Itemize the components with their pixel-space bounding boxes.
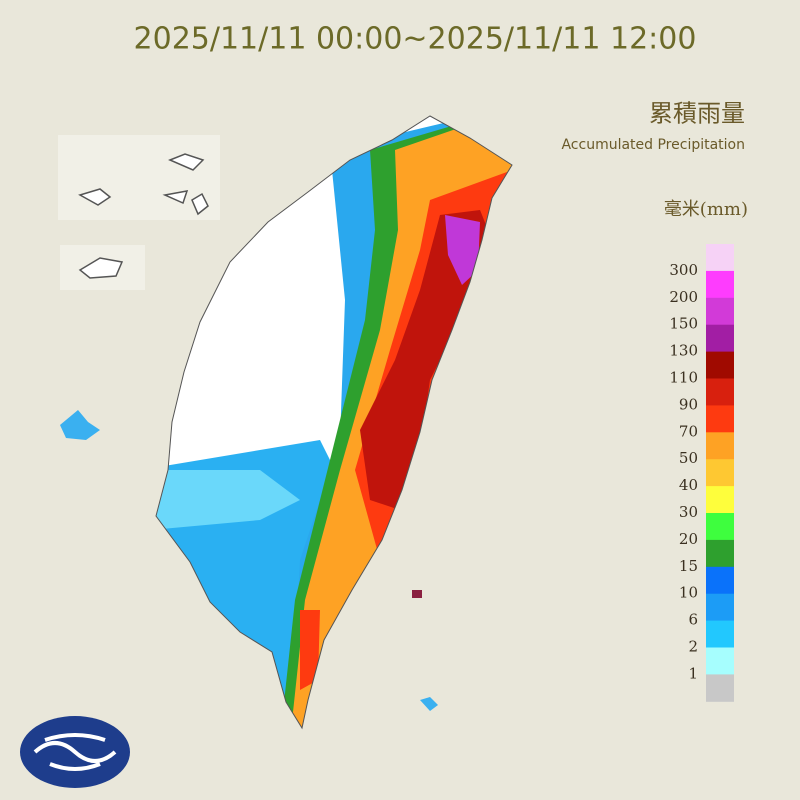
logo [20,716,130,788]
legend-label: 90 [679,395,698,413]
legend-label: 130 [669,342,698,360]
legend-title-en: Accumulated Precipitation [561,137,745,153]
legend-label: 150 [669,315,698,333]
legend-swatch [706,270,734,299]
legend-swatch [706,674,734,702]
legend-swatch [706,593,734,622]
coastline [155,115,513,730]
legend-label: 50 [679,449,698,467]
legend-title-zh: 累積雨量 [649,100,745,128]
legend-swatch [706,486,734,514]
legend-swatch [706,566,734,595]
legend-label: 110 [669,369,698,387]
legend-label: 200 [669,288,698,306]
legend-swatch [706,620,734,648]
legend-swatch [706,459,734,487]
legend-label: 1 [688,664,698,682]
legend-label: 40 [679,476,698,494]
legend-label: 300 [669,261,698,279]
legend-label: 70 [679,422,698,440]
legend-label: 30 [679,503,698,521]
legend: 300 200 150 130 110 90 70 50 40 30 20 15 10 6 2 1 [669,244,734,702]
legend-swatch [706,647,734,675]
legend-swatch [706,405,734,433]
legend-label: 15 [679,557,698,575]
legend-label: 20 [679,530,698,548]
legend-label: 2 [688,638,698,656]
legend-swatch [706,297,734,326]
legend-swatch [706,244,734,272]
legend-swatch [706,378,734,406]
legend-swatch [706,539,734,568]
legend-label: 10 [679,584,698,602]
outlying-islands [58,135,438,711]
title: 2025/11/11 00:00~2025/11/11 12:00 [134,22,697,57]
legend-label: 6 [688,611,698,629]
legend-swatch [706,432,734,460]
legend-swatch [706,324,734,353]
legend-swatch [706,513,734,541]
legend-unit: 毫米(mm) [664,199,748,220]
legend-swatch [706,351,734,379]
